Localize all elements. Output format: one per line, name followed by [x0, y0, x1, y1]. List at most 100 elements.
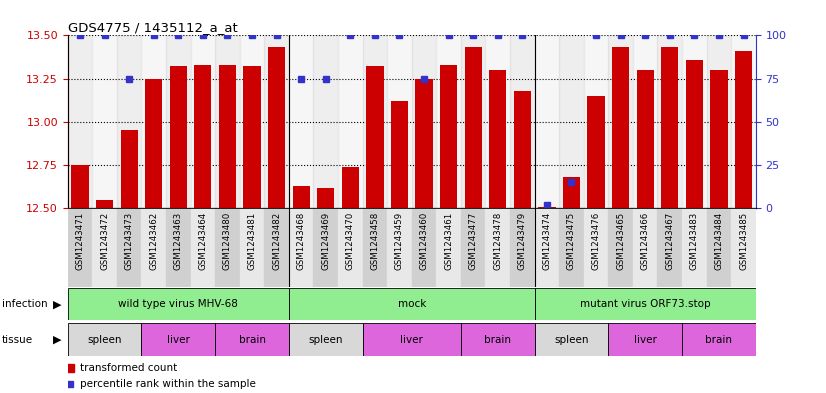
- Bar: [68, 35, 93, 208]
- Bar: [440, 65, 458, 208]
- Bar: [661, 48, 678, 208]
- Bar: [71, 165, 88, 208]
- Bar: [264, 35, 289, 208]
- Bar: [682, 323, 756, 356]
- Text: brain: brain: [484, 334, 511, 345]
- Bar: [559, 208, 584, 287]
- Text: GSM1243463: GSM1243463: [173, 211, 183, 270]
- Bar: [141, 208, 166, 287]
- Text: GSM1243464: GSM1243464: [198, 211, 207, 270]
- Bar: [68, 208, 93, 287]
- Bar: [486, 208, 510, 287]
- Text: transformed count: transformed count: [80, 362, 178, 373]
- Bar: [338, 35, 363, 208]
- Bar: [191, 35, 215, 208]
- Text: GSM1243479: GSM1243479: [518, 211, 527, 270]
- Text: brain: brain: [705, 334, 733, 345]
- Bar: [612, 48, 629, 208]
- Text: GSM1243476: GSM1243476: [591, 211, 601, 270]
- Text: GSM1243471: GSM1243471: [75, 211, 84, 270]
- Text: GSM1243469: GSM1243469: [321, 211, 330, 270]
- Text: GDS4775 / 1435112_a_at: GDS4775 / 1435112_a_at: [68, 21, 238, 34]
- Bar: [464, 48, 482, 208]
- Bar: [584, 208, 608, 287]
- Bar: [633, 35, 657, 208]
- Bar: [710, 70, 728, 208]
- Bar: [387, 35, 412, 208]
- Text: liver: liver: [634, 334, 657, 345]
- Text: GSM1243478: GSM1243478: [493, 211, 502, 270]
- Bar: [215, 35, 240, 208]
- Bar: [215, 208, 240, 287]
- Bar: [68, 288, 289, 320]
- Text: GSM1243465: GSM1243465: [616, 211, 625, 270]
- Text: ▶: ▶: [54, 334, 62, 345]
- Bar: [489, 70, 506, 208]
- Bar: [264, 208, 289, 287]
- Bar: [637, 70, 654, 208]
- Text: GSM1243475: GSM1243475: [567, 211, 576, 270]
- Text: mock: mock: [397, 299, 426, 309]
- Bar: [240, 208, 264, 287]
- Text: percentile rank within the sample: percentile rank within the sample: [80, 379, 256, 389]
- Text: wild type virus MHV-68: wild type virus MHV-68: [118, 299, 238, 309]
- Text: tissue: tissue: [2, 334, 33, 345]
- Bar: [412, 35, 436, 208]
- Bar: [141, 35, 166, 208]
- Bar: [317, 187, 335, 208]
- Bar: [436, 35, 461, 208]
- Bar: [292, 186, 310, 208]
- Bar: [461, 208, 486, 287]
- Bar: [363, 208, 387, 287]
- Bar: [387, 208, 412, 287]
- Bar: [289, 208, 314, 287]
- Text: GSM1243458: GSM1243458: [370, 211, 379, 270]
- Text: mutant virus ORF73.stop: mutant virus ORF73.stop: [580, 299, 710, 309]
- Bar: [534, 288, 756, 320]
- Text: GSM1243477: GSM1243477: [468, 211, 477, 270]
- Bar: [363, 35, 387, 208]
- Bar: [587, 96, 605, 208]
- Bar: [145, 79, 163, 208]
- Text: liver: liver: [401, 334, 423, 345]
- Bar: [412, 208, 436, 287]
- Text: GSM1243473: GSM1243473: [125, 211, 134, 270]
- Bar: [608, 208, 633, 287]
- Bar: [559, 35, 584, 208]
- Bar: [534, 208, 559, 287]
- Text: GSM1243482: GSM1243482: [272, 211, 281, 270]
- Bar: [314, 208, 338, 287]
- Text: spleen: spleen: [554, 334, 589, 345]
- Bar: [194, 65, 211, 208]
- Text: GSM1243480: GSM1243480: [223, 211, 232, 270]
- Bar: [141, 323, 216, 356]
- Text: GSM1243484: GSM1243484: [714, 211, 724, 270]
- Bar: [633, 208, 657, 287]
- Bar: [436, 208, 461, 287]
- Text: spleen: spleen: [88, 334, 122, 345]
- Bar: [117, 208, 141, 287]
- Bar: [338, 208, 363, 287]
- Bar: [486, 35, 510, 208]
- Bar: [731, 208, 756, 287]
- Bar: [391, 101, 408, 208]
- Text: ▶: ▶: [54, 299, 62, 309]
- Text: GSM1243461: GSM1243461: [444, 211, 453, 270]
- Bar: [314, 35, 338, 208]
- Text: GSM1243472: GSM1243472: [100, 211, 109, 270]
- Bar: [219, 65, 236, 208]
- Bar: [608, 323, 682, 356]
- Text: GSM1243459: GSM1243459: [395, 211, 404, 270]
- Bar: [682, 35, 707, 208]
- Text: GSM1243462: GSM1243462: [150, 211, 159, 270]
- Bar: [707, 208, 731, 287]
- Bar: [93, 208, 117, 287]
- Bar: [191, 208, 215, 287]
- Bar: [68, 323, 141, 356]
- Text: GSM1243460: GSM1243460: [420, 211, 429, 270]
- Text: GSM1243481: GSM1243481: [248, 211, 257, 270]
- Bar: [289, 323, 363, 356]
- Bar: [363, 323, 461, 356]
- Bar: [510, 208, 534, 287]
- Text: liver: liver: [167, 334, 190, 345]
